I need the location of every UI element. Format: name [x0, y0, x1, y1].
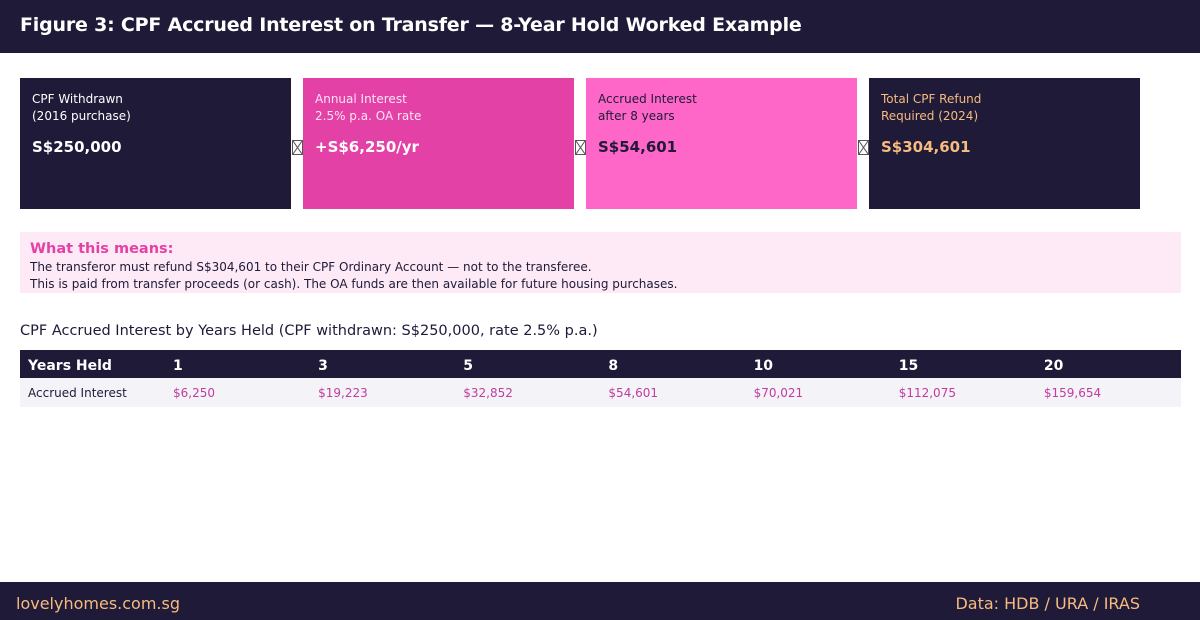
data-source: Data: HDB / URA / IRAS: [955, 594, 1140, 613]
page-title: Figure 3: CPF Accrued Interest on Transf…: [20, 14, 802, 36]
arrow-icon: [292, 140, 303, 155]
card-value: S$304,601: [881, 138, 971, 156]
card-annual-interest: Annual Interest 2.5% p.a. OA rate +S$6,2…: [303, 78, 574, 209]
row-label: Accrued Interest: [20, 378, 165, 407]
table-cell: $112,075: [890, 378, 1036, 407]
table-title: CPF Accrued Interest by Years Held (CPF …: [20, 323, 598, 339]
header-cell: Years Held: [20, 350, 165, 378]
arrow-icon: [858, 140, 869, 155]
site-name: lovelyhomes.com.sg: [16, 594, 180, 613]
header-cell: 5: [455, 350, 601, 378]
table-cell: $19,223: [310, 378, 456, 407]
card-accrued-interest: Accrued Interest after 8 years S$54,601: [586, 78, 857, 209]
header-cell: 3: [310, 350, 456, 378]
card-label: Total CPF Refund Required (2024): [881, 92, 982, 123]
note-line: The transferor must refund S$304,601 to …: [30, 260, 592, 274]
interest-table: Years Held 1 3 5 8 10 15 20 Accrued Inte…: [20, 350, 1181, 407]
footer-bar: lovelyhomes.com.sg Data: HDB / URA / IRA…: [0, 582, 1200, 620]
table-row: Accrued Interest $6,250 $19,223 $32,852 …: [20, 378, 1181, 407]
note-title: What this means:: [30, 241, 174, 257]
header-cell: 8: [600, 350, 746, 378]
note-line: This is paid from transfer proceeds (or …: [30, 277, 678, 291]
info-note: What this means: The transferor must ref…: [20, 232, 1181, 293]
arrow-icon: [575, 140, 586, 155]
card-label: Accrued Interest after 8 years: [598, 92, 697, 123]
card-value: S$54,601: [598, 138, 678, 156]
table-cell: $6,250: [165, 378, 311, 407]
card-total-refund: Total CPF Refund Required (2024) S$304,6…: [869, 78, 1140, 209]
header-cell: 20: [1035, 350, 1181, 378]
card-value: +S$6,250/yr: [315, 138, 419, 156]
table-header-row: Years Held 1 3 5 8 10 15 20: [20, 350, 1181, 378]
header-cell: 15: [890, 350, 1036, 378]
table-cell: $70,021: [745, 378, 891, 407]
header-cell: 1: [165, 350, 311, 378]
table-cell: $32,852: [455, 378, 601, 407]
table-cell: $159,654: [1035, 378, 1181, 407]
header-bar: Figure 3: CPF Accrued Interest on Transf…: [0, 0, 1200, 53]
card-cpf-withdrawn: CPF Withdrawn (2016 purchase) S$250,000: [20, 78, 291, 209]
card-label: Annual Interest 2.5% p.a. OA rate: [315, 92, 422, 123]
header-cell: 10: [745, 350, 891, 378]
card-value: S$250,000: [32, 138, 122, 156]
table-cell: $54,601: [600, 378, 746, 407]
card-label: CPF Withdrawn (2016 purchase): [32, 92, 131, 123]
